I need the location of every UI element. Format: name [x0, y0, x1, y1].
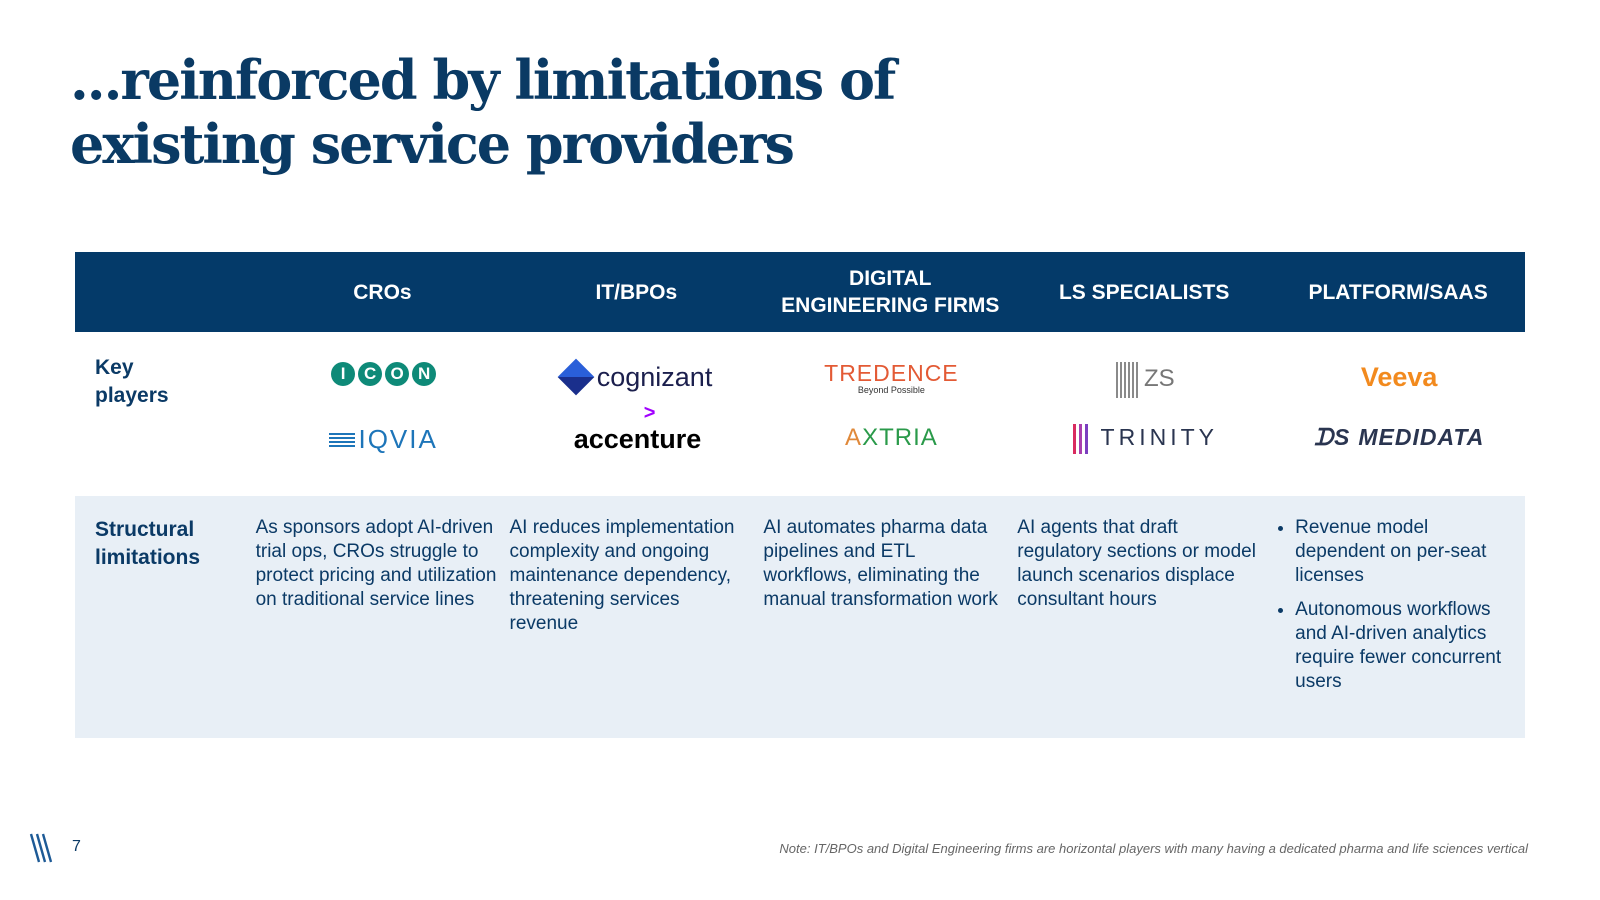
structural-limitations-label: Structural limitations [75, 496, 256, 738]
veeva-logo-text: Veeva [1360, 362, 1438, 392]
accenture-logo: > accenture [510, 402, 766, 455]
list-item: Autonomous workflows and AI-driven analy… [1295, 598, 1521, 694]
ls-specialists-logos: ZS TRINITY [1017, 332, 1271, 496]
provider-comparison-table: CROs IT/BPOs DIGITAL ENGINEERING FIRMS L… [75, 252, 1525, 738]
header-it-bpos: IT/BPOs [595, 280, 678, 304]
cognizant-logo: cognizant [510, 358, 766, 396]
structural-limitations-row: Structural limitations As sponsors adopt… [75, 496, 1525, 738]
trinity-logo-text: TRINITY [1100, 424, 1218, 451]
cognizant-logo-text: cognizant [596, 362, 713, 392]
limitation-platform-saas: Revenue model dependent on per-seat lice… [1271, 496, 1525, 738]
tredence-tagline: Beyond Possible [857, 385, 925, 395]
structural-label-line-2: limitations [95, 546, 201, 569]
table-header-row: CROs IT/BPOs DIGITAL ENGINEERING FIRMS L… [75, 252, 1525, 332]
trinity-logo: TRINITY [1017, 424, 1273, 454]
platform-saas-logos: Veeva ᗪS MEDIDATA [1271, 332, 1525, 496]
limitation-it-bpos: AI reduces implementation complexity and… [509, 517, 735, 634]
dassault-systemes-icon: ᗪS [1313, 424, 1351, 450]
veeva-logo: Veeva [1271, 362, 1527, 393]
iqvia-logo-text: IQVIA [358, 424, 438, 454]
structural-label-line-1: Structural [95, 518, 195, 541]
limitation-digital-engineering: AI automates pharma data pipelines and E… [763, 517, 998, 610]
header-platform-saas: PLATFORM/SAAS [1308, 280, 1488, 304]
axtria-a-icon: A [845, 424, 863, 451]
header-cros: CROs [353, 280, 412, 304]
iqvia-bars-icon [329, 433, 356, 450]
medidata-logo: ᗪS MEDIDATA [1271, 424, 1527, 451]
brand-logo-icon [28, 832, 54, 869]
key-players-label: Key players [75, 254, 256, 496]
trinity-bars-icon [1072, 424, 1091, 454]
key-players-label-line-2: players [95, 384, 169, 407]
accenture-caret-icon: > [643, 402, 656, 424]
limitation-ls-specialists: AI agents that draft regulatory sections… [1017, 517, 1256, 610]
accenture-logo-text: accenture [573, 424, 702, 454]
axtria-logo-text: XTRIA [862, 424, 938, 451]
limitation-cros: As sponsors adopt AI-driven trial ops, C… [255, 517, 497, 610]
key-players-label-line-1: Key [95, 356, 134, 379]
cognizant-mark-icon [557, 358, 595, 396]
medidata-logo-text: MEDIDATA [1358, 424, 1485, 450]
header-ls-specialists: LS SPECIALISTS [1058, 280, 1230, 304]
tredence-logo: TREDENCE Beyond Possible [763, 362, 1019, 396]
axtria-logo: AXTRIA [763, 424, 1019, 452]
platform-saas-bullet-list: Revenue model dependent on per-seat lice… [1271, 516, 1521, 694]
tredence-logo-text: TREDENCE [824, 360, 959, 386]
zs-mark-icon [1115, 362, 1140, 398]
header-digital-engineering: DIGITAL ENGINEERING FIRMS [763, 252, 1017, 332]
digital-engineering-logos: TREDENCE Beyond Possible AXTRIA [763, 332, 1017, 496]
zs-logo-text: ZS [1143, 365, 1175, 393]
page-title: ...reinforced by limitations of existing… [70, 48, 970, 176]
page-title-line-2: existing service providers [70, 112, 795, 176]
iqvia-logo: IQVIA [256, 424, 512, 455]
page-title-line-1: ...reinforced by limitations of [70, 48, 896, 112]
list-item: Revenue model dependent on per-seat lice… [1295, 516, 1521, 588]
header-digital-engineering-line-1: DIGITAL [849, 267, 932, 290]
page-number: 7 [72, 838, 81, 855]
footnote: Note: IT/BPOs and Digital Engineering fi… [779, 841, 1528, 856]
it-bpos-logos: cognizant > accenture [510, 332, 764, 496]
header-digital-engineering-line-2: ENGINEERING FIRMS [781, 294, 1000, 317]
zs-logo: ZS [1017, 362, 1273, 398]
